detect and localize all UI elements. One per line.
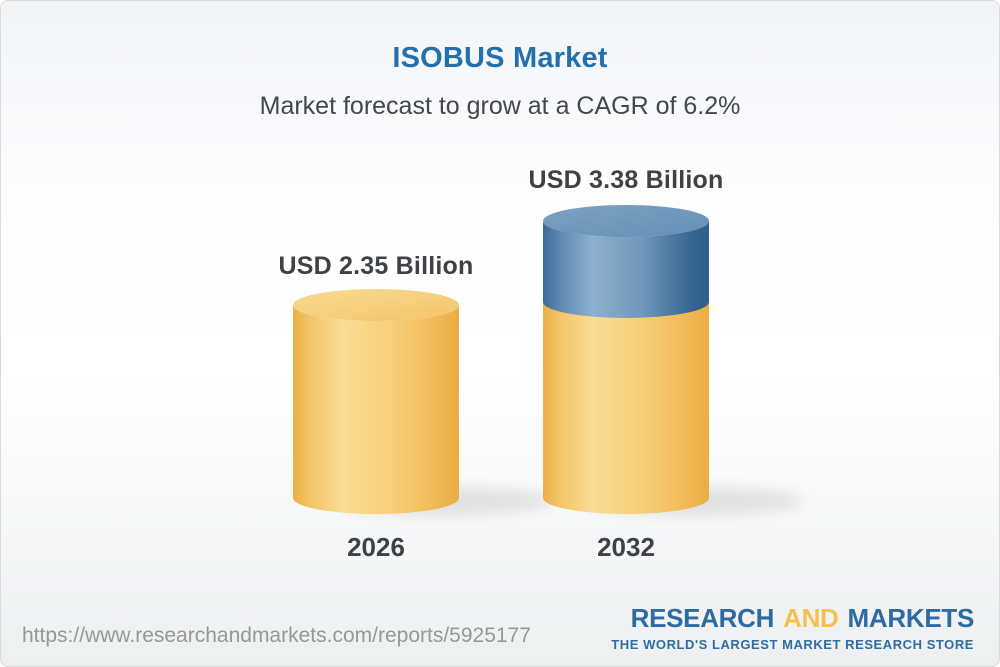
value-label-2032: USD 3.38 Billion [528, 166, 724, 194]
logo-tagline: THE WORLD'S LARGEST MARKET RESEARCH STOR… [611, 637, 974, 652]
research-and-markets-logo: RESEARCH AND MARKETS THE WORLD'S LARGEST… [611, 605, 974, 651]
cylinder-2032-base-segment [543, 301, 709, 514]
logo-word-research: RESEARCH [630, 603, 775, 633]
logo-word-and: AND [783, 603, 839, 633]
cylinder-2026 [293, 289, 459, 514]
header: ISOBUS Market Market forecast to grow at… [1, 1, 999, 121]
value-label-2026: USD 2.35 Billion [278, 252, 474, 280]
page-title: ISOBUS Market [392, 42, 608, 74]
category-label-2026: 2026 [347, 532, 405, 562]
cylinder-2032 [543, 205, 709, 514]
category-label-2032: 2032 [597, 532, 655, 562]
cylinder-2032-growth-segment [543, 221, 709, 318]
logo-wordmark: RESEARCH AND MARKETS [630, 603, 975, 633]
report-url: https://www.researchandmarkets.com/repor… [22, 624, 531, 647]
logo-word-markets: MARKETS [847, 603, 975, 633]
page-subtitle: Market forecast to grow at a CAGR of 6.2… [259, 92, 741, 120]
